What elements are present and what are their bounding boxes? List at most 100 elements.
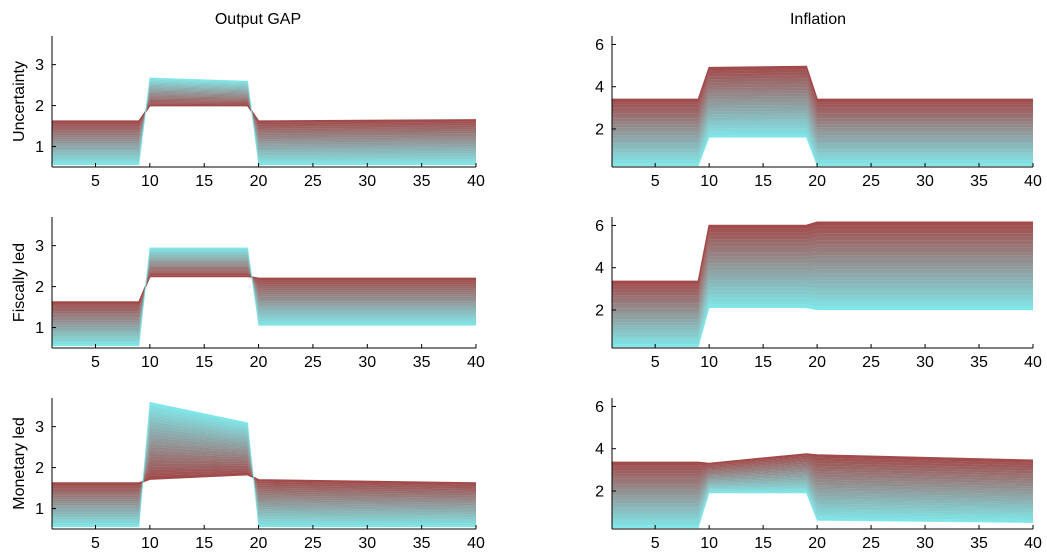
series-line (612, 119, 1033, 150)
series-line (52, 85, 477, 153)
series-line-top (52, 275, 476, 303)
x-tick-label: 25 (304, 173, 322, 190)
series-line (52, 427, 477, 513)
x-tick-label: 20 (250, 535, 268, 552)
series-line (612, 262, 1033, 312)
x-tick-label: 40 (1024, 354, 1042, 371)
series-line (52, 101, 477, 127)
series-line (52, 82, 477, 159)
band-fill (612, 476, 1033, 504)
series-line (612, 491, 1034, 526)
series-line (52, 273, 476, 307)
band-fill (612, 301, 1033, 345)
band-fill (52, 103, 476, 125)
chart-panel: 5 10 15 20 25 30 35 40 2 4 6 (595, 36, 1042, 190)
x-tick-label: 25 (862, 173, 880, 190)
series-line (612, 481, 1034, 510)
series-line (612, 458, 1034, 471)
band-fill (612, 454, 1033, 466)
series-line (52, 94, 477, 138)
series-line (612, 110, 1033, 142)
series-line (52, 98, 477, 133)
series-line (52, 258, 476, 330)
x-tick-label: 40 (467, 173, 485, 190)
series-line (52, 437, 477, 508)
series-line (612, 290, 1033, 334)
column-title-inflation: Inflation (790, 11, 846, 28)
x-tick-label: 20 (808, 535, 826, 552)
band-fill (52, 470, 476, 487)
series-line (612, 465, 1034, 482)
series-line (612, 86, 1033, 120)
series-line (612, 89, 1033, 122)
series-line (612, 72, 1033, 106)
band-fill (612, 294, 1033, 339)
series-line-top (612, 221, 1033, 283)
series-line (52, 411, 477, 522)
band-fill (52, 268, 476, 315)
series-line (612, 243, 1033, 299)
series-line (612, 463, 1034, 480)
series-line (612, 232, 1033, 290)
row-label: Uncertainty (11, 61, 28, 142)
band-fill (52, 252, 476, 339)
x-tick-label: 25 (862, 535, 880, 552)
band-fill (612, 297, 1033, 342)
series-line (52, 433, 477, 510)
y-tick-label: 2 (595, 483, 604, 500)
series-line (52, 265, 476, 319)
band-fill (612, 480, 1033, 509)
series-line (52, 274, 476, 305)
x-tick-label: 30 (916, 535, 934, 552)
series-line (612, 283, 1033, 329)
series-line (612, 280, 1033, 326)
series-line (612, 104, 1033, 136)
series-line-top (612, 453, 1034, 465)
band-fill (52, 274, 476, 306)
x-tick-label: 5 (651, 354, 660, 371)
series-line (612, 69, 1033, 103)
series-line (612, 113, 1033, 145)
chart-panel: 5 10 15 20 25 30 35 40 1 2 3 Monetary led (11, 398, 485, 552)
series-line (612, 474, 1034, 499)
series-line (52, 95, 477, 137)
series-line (52, 77, 476, 166)
series-line (52, 268, 476, 314)
series-line (52, 459, 477, 495)
y-tick-label: 1 (35, 501, 44, 518)
series-line (52, 93, 477, 140)
series-line (612, 307, 1033, 348)
series-line (612, 273, 1033, 321)
series-line (612, 98, 1033, 131)
series-line (612, 460, 1034, 474)
band-fill (612, 483, 1033, 515)
x-tick-label: 35 (413, 173, 431, 190)
series-line (612, 461, 1034, 477)
series-line (52, 424, 477, 515)
series-line (52, 414, 477, 521)
series-line (612, 487, 1034, 521)
x-tick-label: 40 (467, 354, 485, 371)
series-line (52, 79, 477, 162)
series-line (612, 131, 1033, 161)
y-tick-label: 2 (595, 121, 604, 138)
series-line (52, 467, 477, 489)
series-line (52, 270, 476, 312)
series-line (52, 267, 476, 316)
series-line (612, 83, 1033, 117)
series-line (52, 456, 477, 497)
series-line (52, 272, 476, 308)
band-fill (52, 468, 476, 489)
series-line (612, 225, 1033, 285)
series-line (52, 449, 477, 500)
series-line (52, 462, 477, 493)
series-line (612, 293, 1033, 337)
series-line (612, 75, 1033, 108)
series-line (52, 92, 477, 142)
series-line (52, 253, 476, 338)
series-line (52, 102, 477, 126)
x-tick-label: 10 (141, 354, 159, 371)
series-line (612, 473, 1034, 496)
series-line (612, 137, 1033, 167)
x-tick-label: 5 (651, 173, 660, 190)
